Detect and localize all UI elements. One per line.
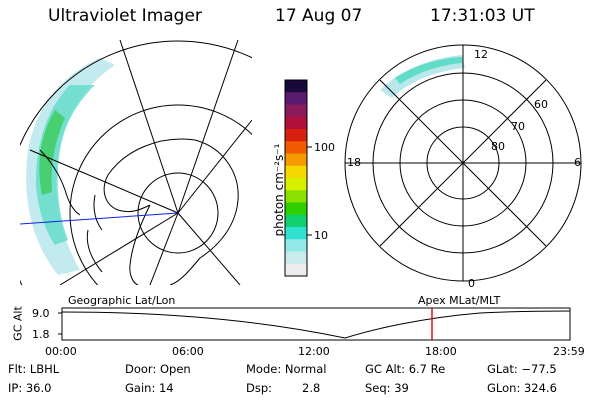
seq-info: Seq: 39 bbox=[365, 381, 409, 395]
colorbar-swatch bbox=[285, 227, 307, 240]
colorbar-swatch bbox=[285, 251, 307, 265]
y-tick-1-8: 1.8 bbox=[32, 328, 50, 341]
x-tick-1200: 12:00 bbox=[298, 345, 330, 358]
mlt-label-0: 0 bbox=[468, 277, 475, 290]
colorbar-swatch bbox=[285, 116, 307, 130]
colorbar-tick-10: 10 bbox=[314, 229, 328, 242]
colorbar-swatch bbox=[285, 80, 307, 93]
mode-info: Mode: Normal bbox=[246, 362, 327, 376]
x-tick-0600: 06:00 bbox=[172, 345, 204, 358]
satellite-track-line bbox=[20, 212, 179, 225]
mlt-label-18: 18 bbox=[347, 156, 361, 169]
dsp-value: 2.8 bbox=[302, 381, 321, 395]
colorbar-swatch bbox=[285, 190, 307, 203]
colorbar-swatch bbox=[285, 214, 307, 228]
instrument-title: Ultraviolet Imager bbox=[48, 6, 202, 26]
x-tick-0000: 00:00 bbox=[45, 345, 77, 358]
mlat-label-60: 60 bbox=[534, 98, 548, 111]
ip-info: IP: 36.0 bbox=[8, 381, 52, 395]
timeline-axis-label: GC Alt bbox=[11, 306, 25, 341]
altitude-curve bbox=[61, 310, 571, 339]
colorbar-swatch bbox=[285, 92, 307, 105]
gc-alt-info: GC Alt: 6.7 Re bbox=[365, 362, 446, 376]
colorbar-swatch bbox=[285, 104, 307, 118]
colorbar-swatch bbox=[285, 165, 307, 179]
colorbar-swatch bbox=[285, 263, 307, 277]
timeline-right-title: Apex MLat/MLT bbox=[418, 294, 501, 307]
x-tick-1800: 18:00 bbox=[425, 345, 457, 358]
y-tick-9: 9.0 bbox=[32, 307, 50, 320]
coastline bbox=[86, 138, 239, 285]
door-info: Door: Open bbox=[125, 362, 191, 376]
time-label: 17:31:03 UT bbox=[430, 6, 535, 26]
mlt-label-6: 6 bbox=[574, 156, 581, 169]
gain-info: Gain: 14 bbox=[125, 381, 174, 395]
colorbar-swatch bbox=[285, 153, 307, 167]
mlat-label-80: 80 bbox=[491, 140, 505, 153]
glat-info: GLat: −77.5 bbox=[487, 362, 557, 376]
mlat-label-70: 70 bbox=[511, 120, 525, 133]
colorbar-swatch bbox=[285, 129, 307, 142]
glon-info: GLon: 324.6 bbox=[487, 381, 557, 395]
x-tick-2359: 23:59 bbox=[553, 345, 585, 358]
colorbar-swatch bbox=[285, 239, 307, 252]
colorbar-swatch bbox=[285, 141, 307, 154]
colorbar-swatch bbox=[285, 178, 307, 191]
dsp-label: Dsp: bbox=[246, 381, 273, 395]
mlt-label-12: 12 bbox=[474, 48, 488, 61]
colorbar-swatch bbox=[285, 202, 307, 216]
filter-info: Flt: LBHL bbox=[8, 362, 60, 376]
timeline-left-title: Geographic Lat/Lon bbox=[68, 294, 176, 307]
colorbar-tick-100: 100 bbox=[314, 141, 335, 154]
date-label: 17 Aug 07 bbox=[275, 6, 363, 26]
